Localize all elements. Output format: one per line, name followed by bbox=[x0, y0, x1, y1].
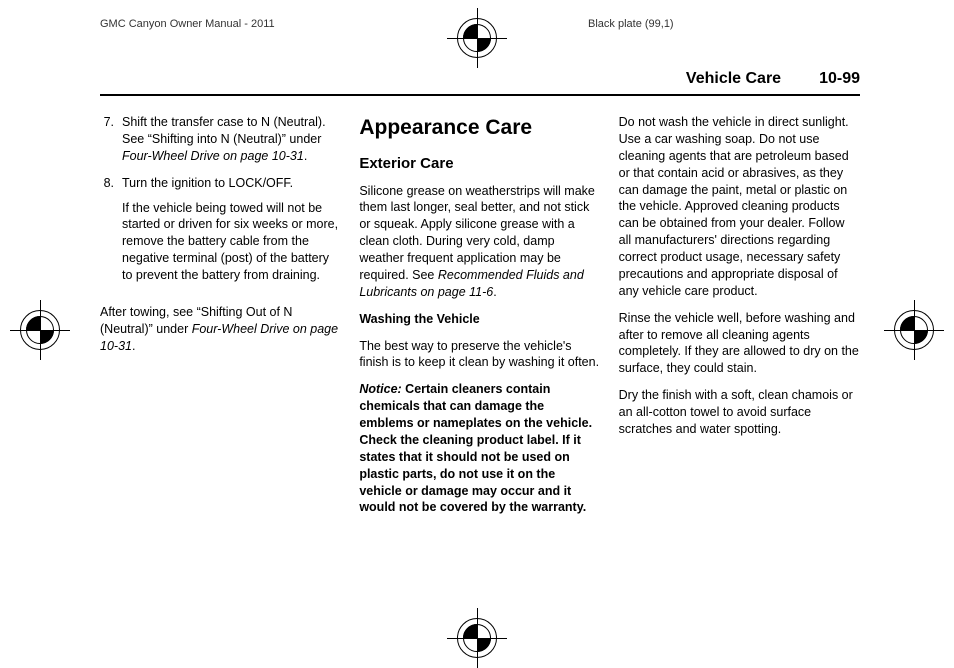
body-paragraph: Silicone grease on weatherstrips will ma… bbox=[359, 183, 600, 301]
body-paragraph: Do not wash the vehicle in direct sunlig… bbox=[619, 114, 860, 300]
list-item: 7. Shift the transfer case to N (Neutral… bbox=[100, 114, 341, 165]
body-paragraph: Dry the finish with a soft, clean chamoi… bbox=[619, 387, 860, 438]
notice-text: Certain cleaners contain chemicals that … bbox=[359, 382, 592, 514]
registration-mark-icon bbox=[894, 310, 934, 350]
sub-heading: Exterior Care bbox=[359, 154, 600, 174]
column-1: 7. Shift the transfer case to N (Neutral… bbox=[100, 114, 341, 526]
steps-list: 7. Shift the transfer case to N (Neutral… bbox=[100, 114, 341, 294]
body-paragraph: The best way to preserve the vehicle's f… bbox=[359, 338, 600, 372]
list-item: 8. Turn the ignition to LOCK/OFF. If the… bbox=[100, 175, 341, 294]
registration-mark-icon bbox=[457, 18, 497, 58]
step-text: Turn the ignition to LOCK/OFF. If the ve… bbox=[122, 175, 341, 294]
notice-label: Notice: bbox=[359, 382, 401, 396]
body-paragraph: After towing, see “Shifting Out of N (Ne… bbox=[100, 304, 341, 355]
section-title: Vehicle Care bbox=[686, 70, 781, 88]
text-run: . bbox=[132, 339, 135, 353]
step-sub-paragraph: If the vehicle being towed will not be s… bbox=[122, 200, 341, 284]
registration-mark-icon bbox=[457, 618, 497, 658]
page-number: 10-99 bbox=[819, 70, 860, 88]
page-content: Vehicle Care 10-99 7. Shift the transfer… bbox=[100, 70, 860, 526]
text-run: . bbox=[493, 285, 496, 299]
page-header: Vehicle Care 10-99 bbox=[100, 70, 860, 96]
step-number: 7. bbox=[100, 114, 122, 165]
text-run: . bbox=[304, 149, 307, 163]
plate-info: Black plate (99,1) bbox=[588, 18, 674, 30]
bold-subheading: Washing the Vehicle bbox=[359, 311, 600, 328]
column-2: Appearance Care Exterior Care Silicone g… bbox=[359, 114, 600, 526]
doc-title: GMC Canyon Owner Manual - 2011 bbox=[100, 18, 275, 30]
step-number: 8. bbox=[100, 175, 122, 294]
step-text: Shift the transfer case to N (Neutral). … bbox=[122, 114, 341, 165]
text-run: Shift the transfer case to N (Neutral). … bbox=[122, 115, 326, 146]
content-columns: 7. Shift the transfer case to N (Neutral… bbox=[100, 114, 860, 526]
body-paragraph: Rinse the vehicle well, before washing a… bbox=[619, 310, 860, 378]
registration-mark-icon bbox=[20, 310, 60, 350]
column-3: Do not wash the vehicle in direct sunlig… bbox=[619, 114, 860, 526]
notice-paragraph: Notice: Certain cleaners contain chemica… bbox=[359, 381, 600, 516]
xref-italic: Four-Wheel Drive on page 10-31 bbox=[122, 149, 304, 163]
text-run: Turn the ignition to LOCK/OFF. bbox=[122, 176, 293, 190]
main-heading: Appearance Care bbox=[359, 114, 600, 142]
